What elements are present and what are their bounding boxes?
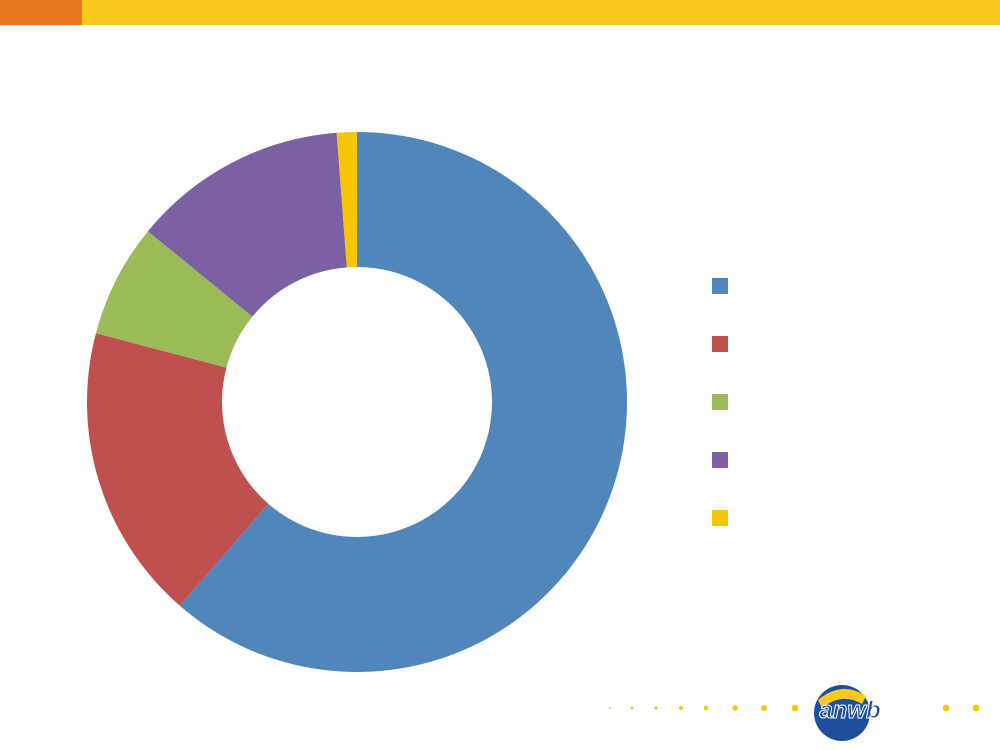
donut-chart <box>86 132 628 673</box>
legend-swatch <box>712 452 728 468</box>
legend-swatch <box>712 394 728 410</box>
header-bar <box>82 0 1000 25</box>
legend <box>712 278 728 526</box>
legend-swatch <box>712 510 728 526</box>
logo-text: anwb <box>819 697 880 724</box>
donut-slice <box>147 132 347 317</box>
donut-slice <box>336 132 357 268</box>
donut-slice <box>179 132 628 673</box>
header-accent <box>0 0 82 25</box>
legend-swatch <box>712 278 728 294</box>
donut-slice <box>95 231 253 368</box>
logo: anwb <box>814 685 881 741</box>
legend-swatch <box>712 336 728 352</box>
donut-slice <box>86 333 269 606</box>
logo-swoosh <box>818 688 866 708</box>
footer-dots <box>609 704 980 712</box>
